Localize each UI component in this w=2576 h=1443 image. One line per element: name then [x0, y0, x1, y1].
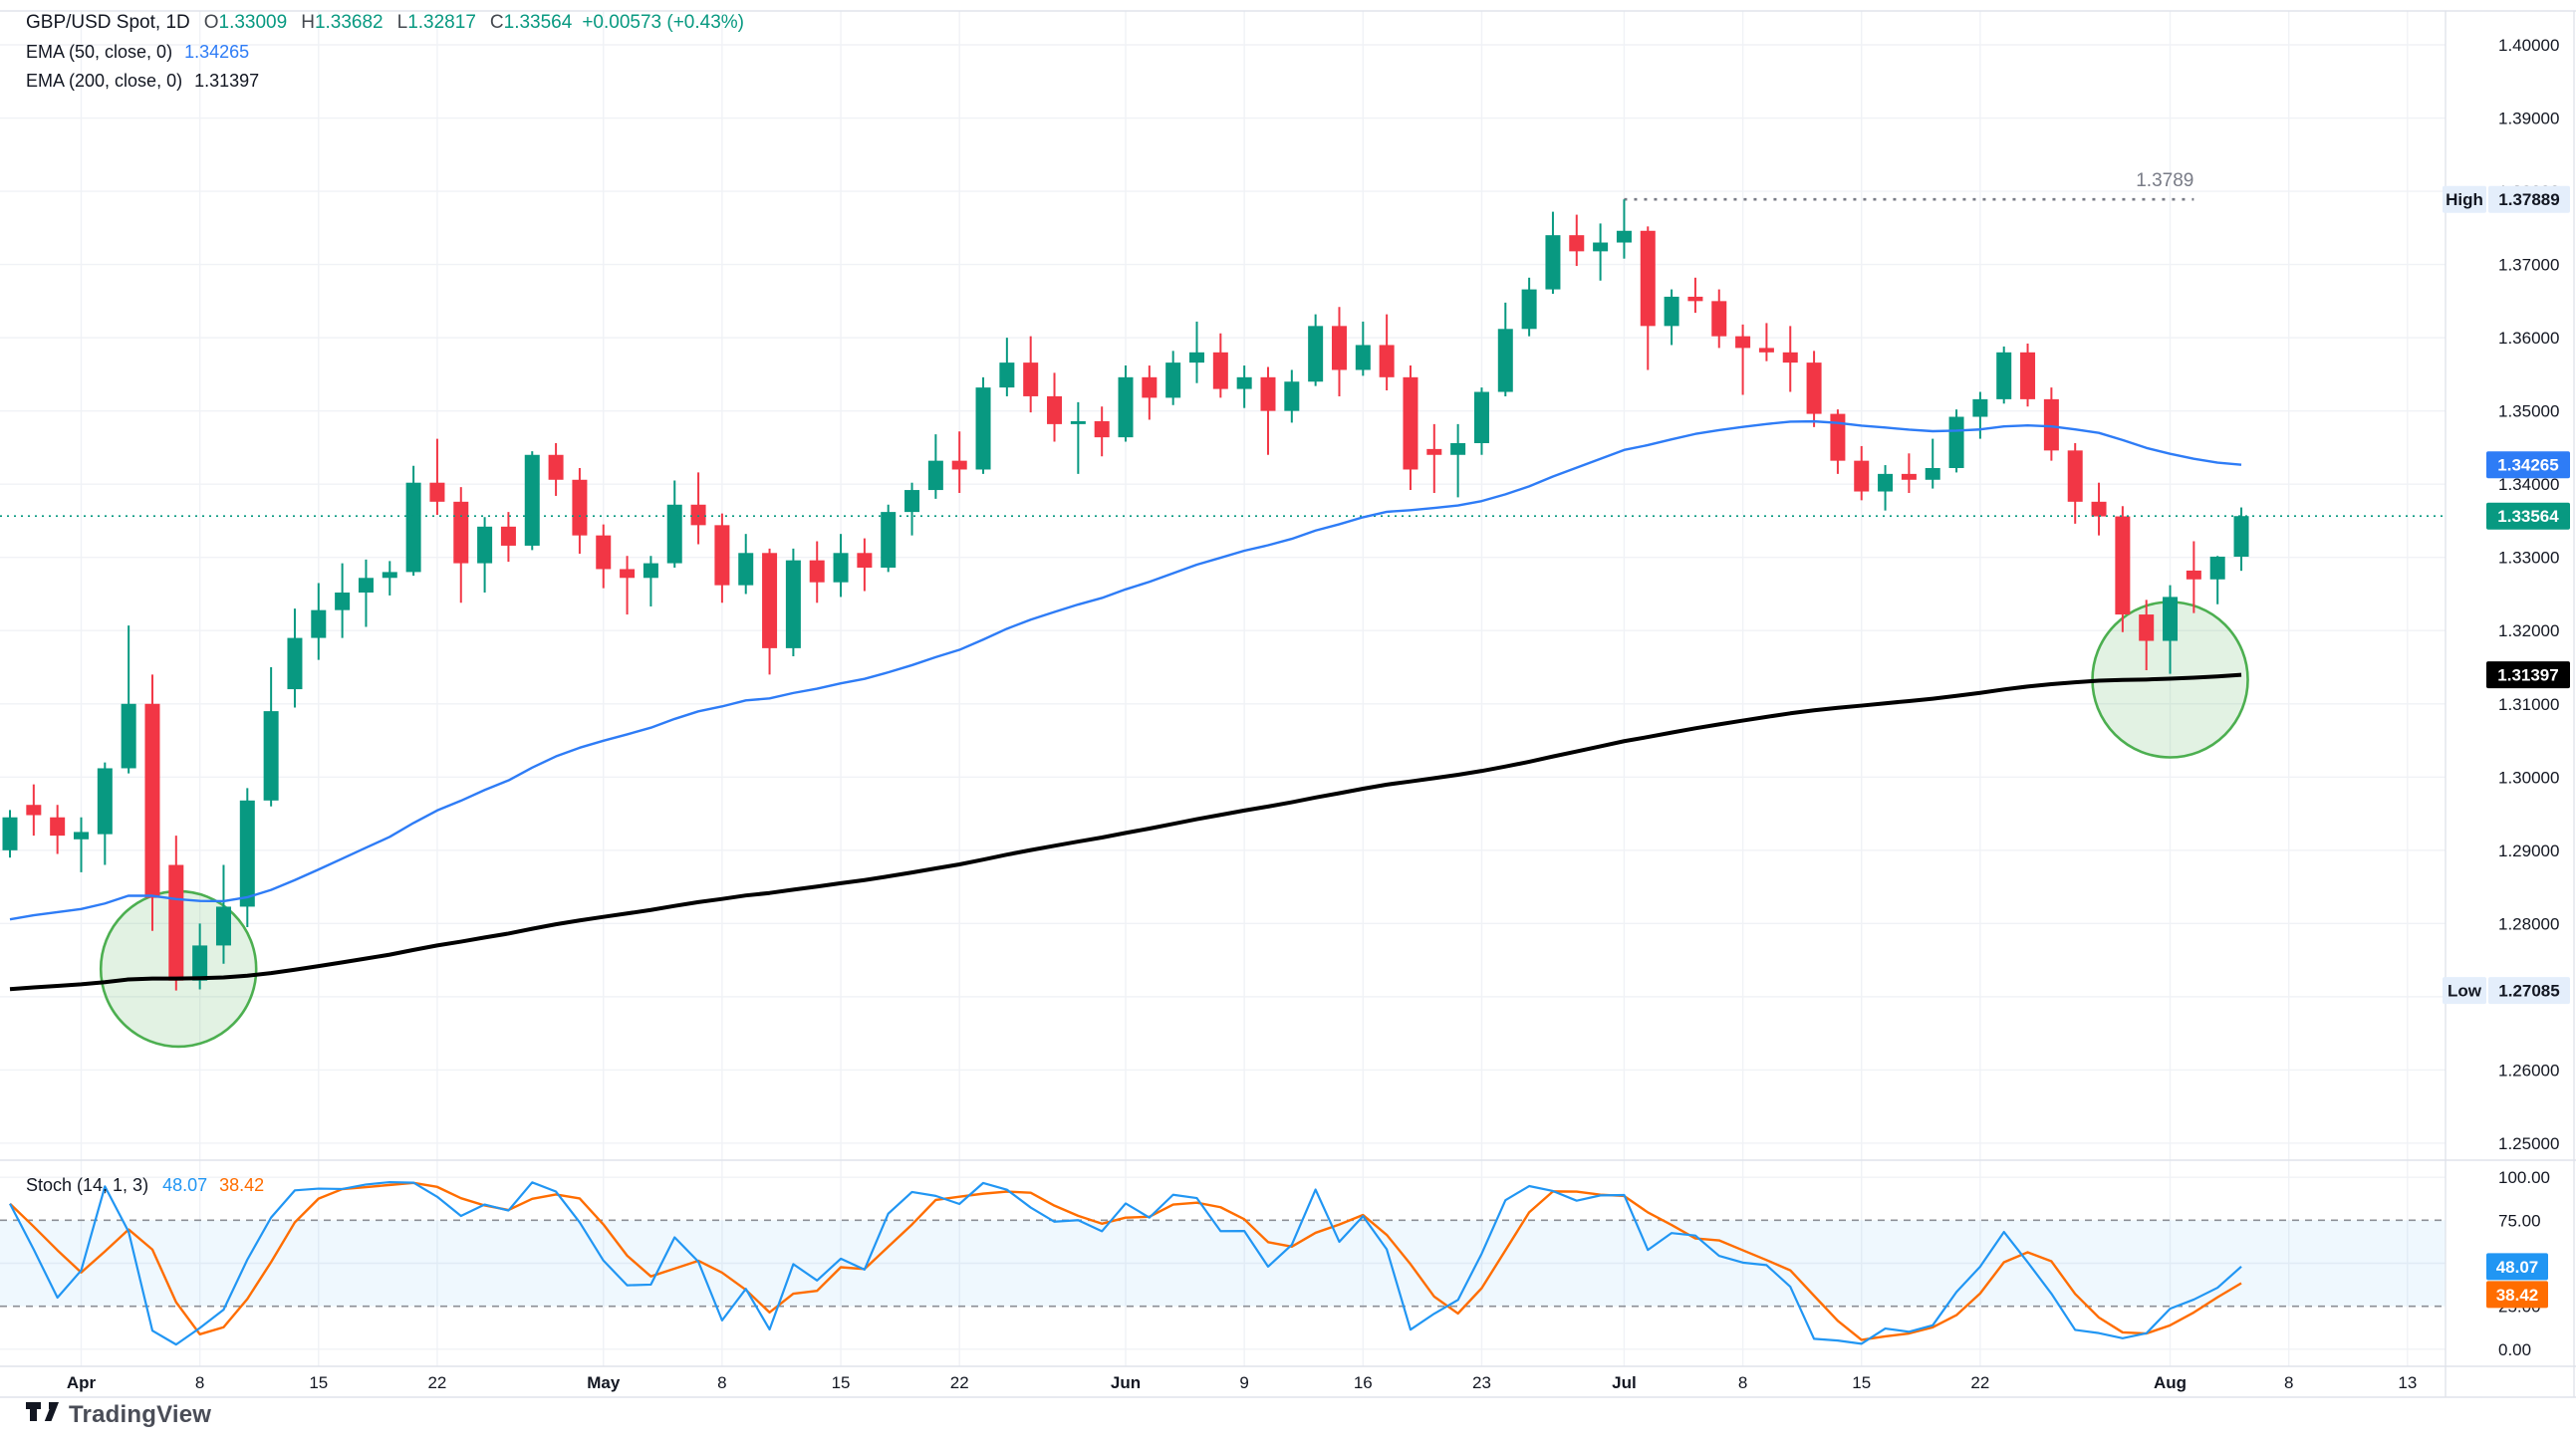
stoch-d-value: 38.42	[219, 1175, 265, 1195]
price-axis-label: 1.33000	[2498, 549, 2559, 568]
price-axis-label: 1.40000	[2498, 36, 2559, 55]
svg-text:1.33564: 1.33564	[2497, 507, 2559, 526]
tradingview-brand-text: TradingView	[69, 1401, 212, 1428]
ema50-value: 1.34265	[184, 42, 250, 62]
time-axis-label: 15	[1852, 1373, 1871, 1392]
stoch-label: Stoch (14, 1, 3)	[26, 1175, 149, 1195]
stoch-axis-label: 100.00	[2498, 1168, 2550, 1187]
ema50-legend-row[interactable]: EMA (50, close, 0) 1.34265	[26, 38, 744, 67]
svg-text:1.34265: 1.34265	[2497, 456, 2558, 475]
stoch-k-badge	[2486, 1253, 2548, 1281]
symbol-title: GBP/USD Spot, 1D	[26, 12, 190, 33]
high-badge-chip	[2443, 185, 2486, 213]
price-axis-label: 1.37000	[2498, 256, 2559, 275]
stoch-axis-label: 75.00	[2498, 1211, 2541, 1230]
time-axis-label: 8	[1738, 1373, 1747, 1392]
time-axis-label: 22	[427, 1373, 446, 1392]
time-axis-label: 13	[2398, 1373, 2417, 1392]
time-axis-label: 15	[832, 1373, 851, 1392]
stoch-k-value: 48.07	[162, 1175, 208, 1195]
low-badge	[2488, 977, 2570, 1005]
stoch-d-badge	[2486, 1281, 2548, 1309]
price-axis-label: 1.28000	[2498, 914, 2559, 933]
symbol-legend-row[interactable]: GBP/USD Spot, 1D O1.33009 H1.33682 L1.32…	[26, 8, 744, 38]
ema200-price-badge	[2486, 661, 2570, 689]
time-axis-label: Jun	[1111, 1373, 1141, 1392]
time-axis[interactable]: Apr 8 15 22 May 8 15 22 Jun 9 16 23 Jul 8 15 22 Aug 8 13	[67, 1373, 2417, 1392]
close-price-badge	[2486, 502, 2570, 530]
close-value: C1.33564	[489, 12, 573, 33]
svg-text:Low: Low	[2447, 982, 2482, 1001]
price-axis-label: 1.32000	[2498, 621, 2559, 640]
svg-text:1.27085: 1.27085	[2498, 982, 2559, 1001]
open-value: O1.33009	[203, 12, 288, 33]
high-badge	[2488, 185, 2570, 213]
svg-text:38.42: 38.42	[2496, 1286, 2539, 1305]
svg-text:High: High	[2446, 190, 2483, 209]
time-axis-label: 22	[1970, 1373, 1989, 1392]
ema50-price-badge	[2486, 451, 2570, 479]
svg-text:1.31397: 1.31397	[2497, 666, 2558, 685]
ema200-label: EMA (200, close, 0)	[26, 71, 183, 91]
stoch-axis-label: 0.00	[2498, 1340, 2531, 1359]
ema200-legend-row[interactable]: EMA (200, close, 0) 1.31397	[26, 67, 744, 96]
ema50-line[interactable]	[9, 419, 2242, 921]
low-value: L1.32817	[396, 12, 476, 33]
price-axis-label: 1.34000	[2498, 475, 2559, 494]
candles	[2, 199, 2249, 991]
time-axis-label: 9	[1239, 1373, 1248, 1392]
time-axis-label: 23	[1472, 1373, 1491, 1392]
time-axis-label: 22	[950, 1373, 969, 1392]
time-axis-label: 15	[309, 1373, 328, 1392]
price-axis-label: 1.26000	[2498, 1061, 2559, 1080]
legend-panel: GBP/USD Spot, 1D O1.33009 H1.33682 L1.32…	[26, 8, 744, 96]
ema200-line[interactable]	[9, 672, 2242, 992]
ema200-value: 1.31397	[194, 71, 260, 91]
price-axis-label: 1.31000	[2498, 695, 2559, 714]
time-axis-label: Aug	[2154, 1373, 2187, 1392]
svg-text:48.07: 48.07	[2496, 1258, 2539, 1277]
time-axis-label: 16	[1354, 1373, 1373, 1392]
ema50-label: EMA (50, close, 0)	[26, 42, 173, 62]
price-axis-label: 1.25000	[2498, 1134, 2559, 1153]
price-axis-label: 1.30000	[2498, 768, 2559, 787]
price-axis-label: 1.36000	[2498, 329, 2559, 348]
change-value: +0.00573 (+0.43%)	[582, 12, 744, 33]
time-axis-label: 8	[195, 1373, 204, 1392]
svg-text:1.37889: 1.37889	[2498, 190, 2559, 209]
stoch-k-line[interactable]	[9, 1180, 2242, 1346]
high-level-label: 1.3789	[2136, 170, 2193, 191]
time-axis-label: Jul	[1612, 1373, 1637, 1392]
price-axis-label: 1.29000	[2498, 842, 2559, 860]
price-axis-label: 1.39000	[2498, 110, 2559, 128]
gridlines	[0, 11, 2446, 1366]
time-axis-label: 8	[2284, 1373, 2293, 1392]
time-axis-label: 8	[717, 1373, 726, 1392]
stoch-overbought-oversold-band	[0, 1219, 2446, 1308]
price-axis[interactable]: 1.400001.390001.380001.370001.360001.350…	[2443, 36, 2570, 1153]
tradingview-logo-icon	[26, 1402, 59, 1421]
price-axis-label: 1.35000	[2498, 402, 2559, 421]
time-axis-label: May	[587, 1373, 621, 1392]
low-badge-chip	[2443, 977, 2486, 1005]
high-level-ray: 1.3789	[1624, 170, 2194, 201]
tradingview-attribution[interactable]: TradingView	[26, 1401, 211, 1429]
pane-borders	[0, 10, 2576, 1398]
high-value: H1.33682	[301, 12, 384, 33]
stoch-legend-row[interactable]: Stoch (14, 1, 3) 48.07 38.42	[26, 1175, 264, 1196]
time-axis-label: Apr	[67, 1373, 97, 1392]
